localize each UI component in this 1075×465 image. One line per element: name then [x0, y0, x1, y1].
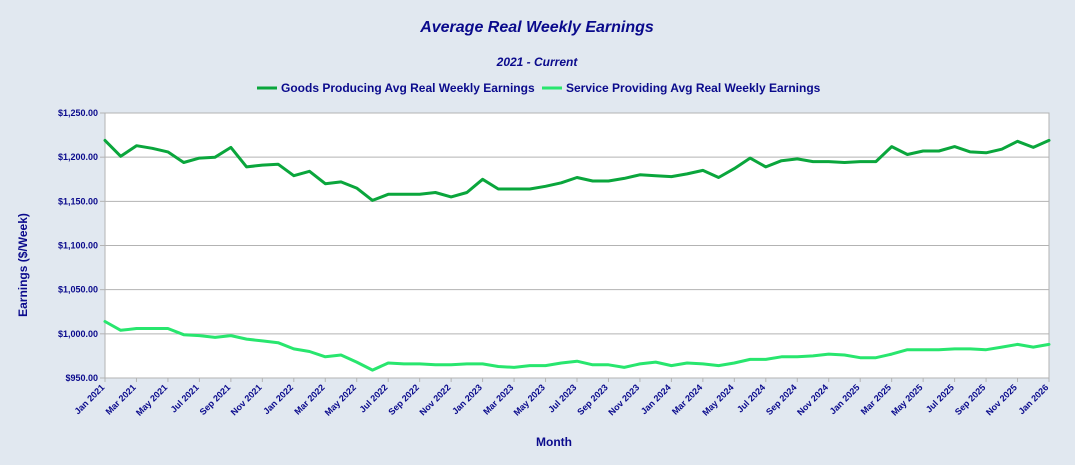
chart-title: Average Real Weekly Earnings	[419, 19, 654, 36]
x-tick-label: Nov 2021	[229, 382, 264, 417]
y-axis: $950.00 $1,000.00 $1,050.00 $1,100.00 $1,150…	[58, 108, 105, 383]
series-line-goods-producing	[103, 138, 1051, 202]
x-tick-label: Jan 2021	[72, 382, 106, 416]
x-tick-label: Sep 2023	[575, 382, 610, 417]
x-tick-label: May 2024	[700, 382, 735, 417]
y-tick-label: $1,050.00	[58, 285, 98, 295]
x-tick-label: Mar 2022	[292, 382, 326, 416]
x-axis-label: Month	[536, 435, 572, 449]
x-tick-label: Nov 2022	[418, 382, 453, 417]
x-tick-label: Jan 2026	[1016, 382, 1050, 416]
legend: Goods Producing Avg Real Weekly Earnings…	[257, 81, 821, 95]
x-tick-label: Nov 2025	[984, 382, 1019, 417]
chart-subtitle: 2021 - Current	[496, 55, 579, 69]
x-tick-label: Jul 2022	[357, 382, 389, 414]
x-tick-label: Sep 2024	[764, 382, 799, 417]
y-tick-label: $1,100.00	[58, 241, 98, 251]
y-tick-label: $1,000.00	[58, 329, 98, 339]
y-tick-label: $1,250.00	[58, 108, 98, 118]
x-tick-label: May 2023	[512, 382, 547, 417]
y-tick-label: $1,200.00	[58, 152, 98, 162]
x-tick-label: Sep 2022	[386, 382, 421, 417]
x-tick-label: Jul 2024	[735, 382, 767, 414]
series-lines	[103, 138, 1051, 372]
x-tick-label: Sep 2021	[198, 382, 233, 417]
x-tick-label: Jul 2021	[169, 382, 201, 414]
y-tick-label: $950.00	[65, 373, 98, 383]
legend-label-service: Service Providing Avg Real Weekly Earnin…	[566, 81, 821, 95]
y-axis-label: Earnings ($/Week)	[16, 213, 30, 317]
x-tick-label: May 2022	[323, 382, 358, 417]
legend-label-goods: Goods Producing Avg Real Weekly Earnings	[281, 81, 535, 95]
x-tick-label: Jan 2022	[261, 382, 295, 416]
x-tick-label: Jul 2023	[546, 382, 578, 414]
x-tick-label: Nov 2024	[795, 382, 830, 417]
x-tick-label: Jan 2025	[828, 382, 862, 416]
x-tick-label: Mar 2023	[481, 382, 515, 416]
x-tick-label: Jul 2025	[924, 382, 956, 414]
series-line-service-providing	[103, 320, 1051, 372]
x-tick-label: Jan 2023	[450, 382, 484, 416]
x-tick-label: Mar 2024	[670, 382, 704, 416]
gridlines	[105, 112, 1049, 379]
y-tick-label: $1,150.00	[58, 196, 98, 206]
x-tick-label: Mar 2025	[859, 382, 893, 416]
x-tick-label: Nov 2023	[606, 382, 641, 417]
x-tick-label: May 2021	[134, 382, 169, 417]
x-tick-label: May 2025	[889, 382, 924, 417]
x-tick-label: Jan 2024	[639, 382, 673, 416]
x-tick-label: Mar 2021	[104, 382, 138, 416]
x-tick-label: Sep 2025	[953, 382, 988, 417]
